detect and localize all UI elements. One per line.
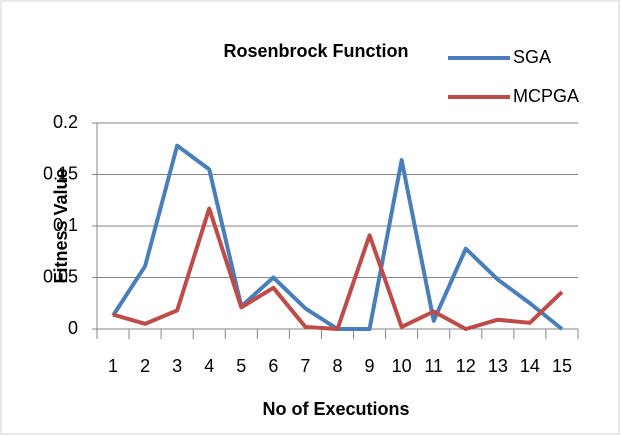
- legend-label: SGA: [513, 47, 551, 67]
- x-axis-title: No of Executions: [262, 399, 409, 419]
- y-tick-label: 0.1: [53, 215, 78, 235]
- x-tick-label: 11: [424, 356, 443, 376]
- y-tick-label: 0: [68, 318, 78, 338]
- chart-title: Rosenbrock Function: [223, 41, 408, 61]
- y-axis-title: Fitness Value: [51, 168, 71, 283]
- x-tick-label: 4: [204, 356, 214, 376]
- series-line: [112, 206, 564, 331]
- y-tick-label: 0.2: [53, 112, 78, 132]
- x-tick-label: 12: [456, 356, 476, 376]
- x-tick-label: 5: [236, 356, 246, 376]
- y-tick-label: 0.05: [43, 266, 78, 286]
- x-tick-label: 8: [332, 356, 342, 376]
- x-tick-label: 7: [300, 356, 310, 376]
- x-tick-label: 1: [108, 356, 118, 376]
- legend-label: MCPGA: [513, 86, 579, 106]
- x-tick-label: 3: [172, 356, 182, 376]
- x-tick-label: 9: [365, 356, 375, 376]
- x-tick-label: 6: [268, 356, 278, 376]
- x-tick-label: 13: [488, 356, 508, 376]
- x-tick-label: 2: [140, 356, 150, 376]
- x-tick-label: 14: [520, 356, 540, 376]
- x-tick-label: 15: [552, 356, 572, 376]
- x-tick-label: 10: [392, 356, 412, 376]
- y-tick-label: 0.15: [43, 163, 78, 183]
